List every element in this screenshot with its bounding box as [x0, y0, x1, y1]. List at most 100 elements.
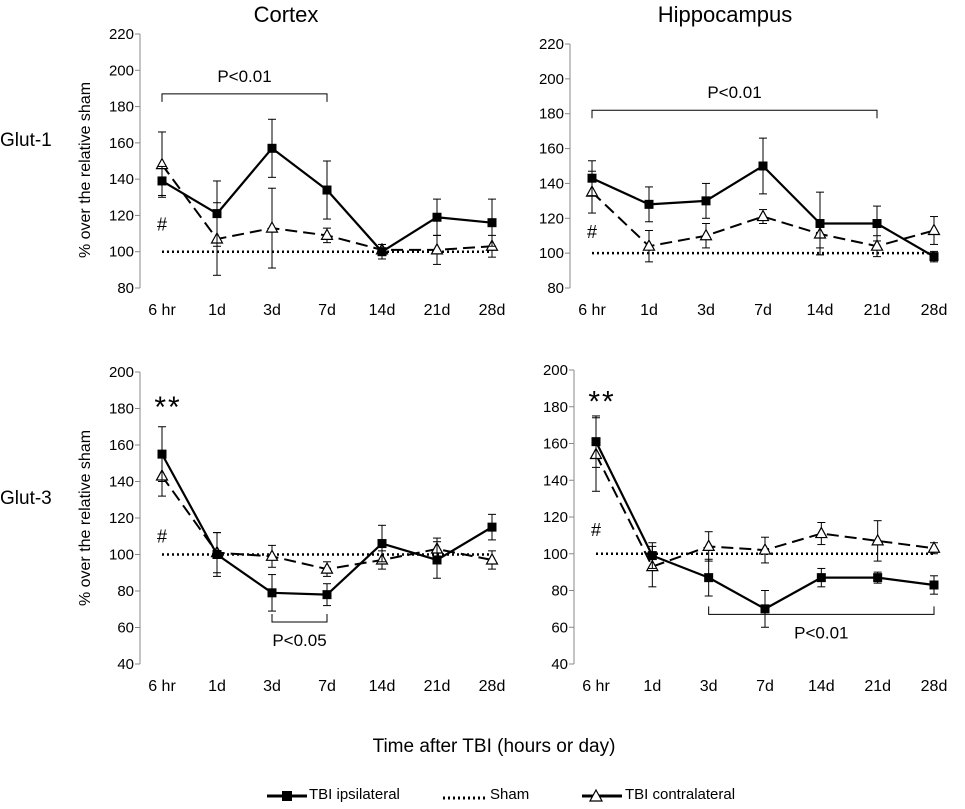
- point-ipsilateral: [816, 573, 826, 583]
- x-tick-label: 3d: [263, 302, 281, 319]
- hash-annotation: #: [157, 526, 167, 546]
- x-tick-label: 1d: [208, 302, 226, 319]
- col-title-cortex: Cortex: [254, 2, 319, 27]
- y-tick-label: 180: [539, 106, 564, 123]
- x-tick-label: 7d: [754, 302, 772, 319]
- xaxis-title: Time after TBI (hours or day): [373, 736, 616, 757]
- point-contralateral: [702, 539, 716, 552]
- point-contralateral: [265, 549, 279, 561]
- point-ipsilateral: [377, 539, 387, 549]
- significance-bracket: [161, 93, 328, 102]
- y-tick-label: 140: [109, 171, 134, 188]
- point-ipsilateral: [815, 219, 825, 229]
- y-tick-label: 80: [547, 280, 564, 297]
- point-ipsilateral: [157, 449, 167, 459]
- point-ipsilateral: [267, 143, 277, 153]
- point-ipsilateral: [432, 555, 442, 565]
- y-tick-label: 80: [551, 583, 568, 600]
- point-contralateral: [814, 526, 828, 539]
- legend-sham-label: Sham: [490, 786, 529, 803]
- y-tick-label: 120: [109, 207, 134, 224]
- significance-label: P<0.01: [707, 83, 761, 102]
- point-ipsilateral: [704, 573, 714, 583]
- y-tick-label: 200: [543, 362, 568, 379]
- y-tick-label: 120: [109, 510, 134, 527]
- point-contralateral: [870, 238, 884, 251]
- x-tick-label: 1d: [643, 678, 661, 695]
- y-tick-label: 100: [109, 244, 134, 261]
- x-tick-label: 1d: [208, 678, 226, 695]
- point-ipsilateral: [929, 252, 939, 262]
- point-contralateral: [320, 228, 334, 240]
- x-tick-label: 28d: [479, 678, 506, 695]
- x-tick-label: 6 hr: [582, 678, 610, 695]
- y-tick-label: 180: [543, 399, 568, 416]
- x-tick-label: 3d: [700, 678, 718, 695]
- x-tick-label: 21d: [864, 678, 891, 695]
- legend: TBI ipsilateral Sham TBI contralateral: [267, 786, 735, 803]
- point-contralateral: [430, 242, 444, 255]
- point-contralateral: [699, 228, 713, 241]
- x-tick-label: 6 hr: [578, 302, 606, 319]
- y-tick-label: 60: [551, 619, 568, 636]
- panel-glut1-cortex: 80 100 120 140 160 180 200 220 6 hr 1d 3d 7d 14d 21d 2…: [77, 26, 505, 319]
- point-contralateral: [756, 209, 770, 222]
- significance-bracket: [591, 109, 878, 119]
- point-ipsilateral: [212, 209, 222, 219]
- y-tick-label: 160: [539, 141, 564, 158]
- y-tick-label: 120: [539, 210, 564, 227]
- y-tick-label: 200: [109, 364, 134, 381]
- x-tick-label: 1d: [640, 302, 658, 319]
- y-tick-label: 40: [117, 656, 134, 673]
- y-tick-label: 160: [543, 436, 568, 453]
- point-ipsilateral: [267, 588, 277, 598]
- point-ipsilateral: [644, 199, 654, 209]
- x-tick-label: 21d: [424, 302, 451, 319]
- x-tick-label: 6 hr: [148, 302, 176, 319]
- x-tick-label: 28d: [921, 302, 948, 319]
- y-tick-label: 100: [539, 245, 564, 262]
- point-contralateral: [642, 238, 656, 251]
- y-tick-label: 140: [539, 175, 564, 192]
- point-ipsilateral: [872, 219, 882, 229]
- significance-bracket: [271, 614, 328, 623]
- stars-annotation: **: [154, 391, 181, 424]
- y-tick-label: 40: [551, 656, 568, 673]
- series-line-tbi-ipsilateral: [595, 441, 935, 610]
- significance-bracket: [708, 606, 935, 615]
- point-contralateral: [758, 542, 772, 555]
- x-tick-label: 14d: [369, 302, 396, 319]
- x-tick-label: 6 hr: [148, 678, 176, 695]
- point-ipsilateral: [322, 590, 332, 600]
- x-tick-label: 7d: [318, 302, 336, 319]
- point-ipsilateral: [432, 212, 442, 222]
- point-contralateral: [320, 561, 334, 574]
- hash-annotation: #: [587, 222, 597, 242]
- x-tick-label: 28d: [921, 678, 948, 695]
- x-tick-label: 14d: [807, 302, 834, 319]
- x-tick-label: 21d: [424, 678, 451, 695]
- col-title-hippocampus: Hippocampus: [658, 2, 793, 27]
- point-ipsilateral: [758, 161, 768, 171]
- legend-ipsi-label: TBI ipsilateral: [309, 786, 400, 803]
- y-tick-label: 100: [109, 547, 134, 564]
- y-tick-label: 160: [109, 135, 134, 152]
- y-tick-label: 100: [543, 546, 568, 563]
- y-tick-label: 160: [109, 437, 134, 454]
- y-tick-label: 120: [543, 509, 568, 526]
- point-contralateral: [871, 533, 885, 546]
- x-tick-label: 7d: [318, 678, 336, 695]
- stars-annotation: **: [588, 386, 615, 419]
- point-contralateral: [485, 552, 499, 565]
- row-label-glut1: Glut-1: [0, 130, 52, 151]
- x-tick-label: 3d: [697, 302, 715, 319]
- significance-label: P<0.01: [217, 67, 271, 86]
- point-ipsilateral: [760, 604, 770, 614]
- point-ipsilateral: [587, 173, 597, 183]
- point-ipsilateral: [157, 176, 167, 186]
- point-ipsilateral: [929, 580, 939, 590]
- point-ipsilateral: [487, 522, 497, 532]
- point-contralateral: [265, 220, 279, 233]
- y-axis-title: % over the relative sham: [77, 82, 94, 258]
